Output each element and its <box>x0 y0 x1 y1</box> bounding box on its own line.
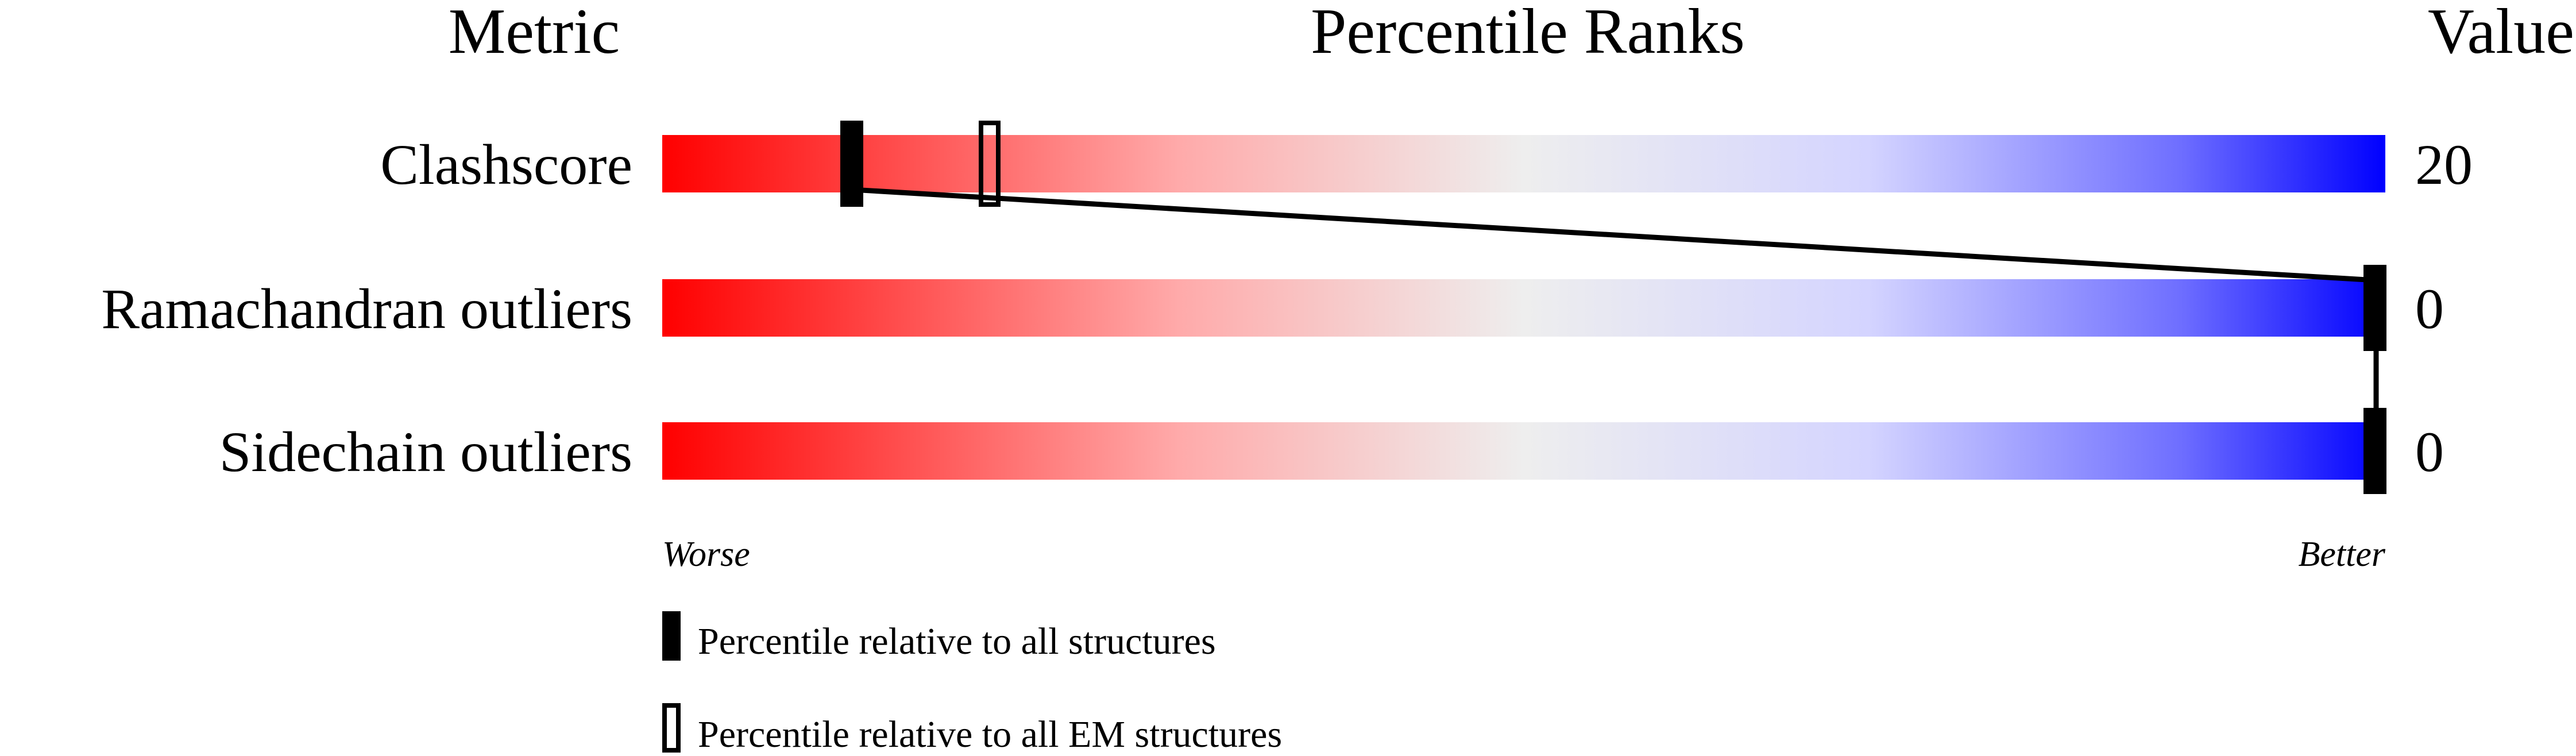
legend-label-all: Percentile relative to all structures <box>698 620 1216 662</box>
percentile-bar <box>662 279 2385 337</box>
em-percentile-marker <box>979 121 1001 207</box>
metric-label: Sidechain outliers <box>219 420 632 484</box>
all-percentile-marker <box>2363 265 2386 351</box>
metric-value: 0 <box>2415 277 2444 341</box>
metric-label: Clashscore <box>380 133 632 196</box>
all-percentile-marker <box>840 121 863 207</box>
percentile-bar <box>662 135 2385 192</box>
metric-value: 20 <box>2415 133 2473 196</box>
metric-header: Metric <box>449 0 620 67</box>
legend-filled-marker-icon <box>662 611 681 661</box>
metric-label: Ramachandran outliers <box>101 277 632 341</box>
legend-label-em: Percentile relative to all EM structures <box>698 713 1282 753</box>
percentile-bar <box>662 422 2385 480</box>
chart-title: Percentile Ranks <box>1311 0 1745 67</box>
all-percentile-marker <box>2363 408 2386 494</box>
better-label: Better <box>2299 535 2386 574</box>
metric-value: 0 <box>2415 420 2444 484</box>
legend-open-marker-icon <box>662 703 681 753</box>
worse-label: Worse <box>662 535 750 574</box>
value-header: Value <box>2428 0 2574 67</box>
